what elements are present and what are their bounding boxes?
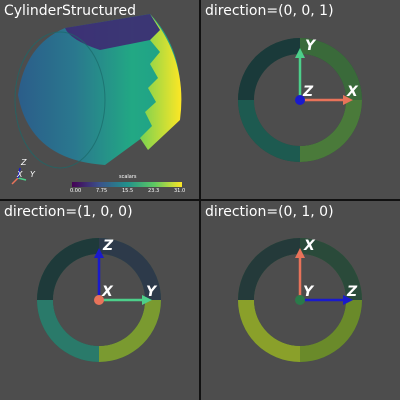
axis-center-label: Y: [303, 284, 315, 300]
pane-title: direction=(1, 0, 0): [4, 204, 133, 220]
axis-center-dot: [295, 95, 305, 105]
axis-up-arrow: [94, 248, 104, 258]
axis-up-arrow: [295, 248, 305, 258]
ring-segment: [238, 38, 300, 100]
ring-segment: [238, 100, 300, 162]
pane-direction-y[interactable]: X Z Y direction=(0, 1, 0): [201, 201, 400, 400]
pane-title: direction=(0, 1, 0): [205, 204, 334, 220]
scalar-bar-title: scalars: [119, 174, 137, 180]
pane-direction-z[interactable]: Y X Z direction=(0, 0, 1): [201, 0, 400, 199]
cylinder-render: [11, 14, 182, 187]
axis-right-label: X: [346, 84, 359, 100]
pane-title: direction=(0, 0, 1): [205, 3, 334, 19]
pane-cylinder-structured[interactable]: CylinderStructured scalars 0.00 7.75 15.…: [0, 0, 199, 199]
orient-label-x: X: [17, 170, 23, 179]
ring-segment: [300, 38, 362, 100]
ring-segment: [238, 238, 300, 300]
pane-title: CylinderStructured: [4, 3, 136, 19]
axis-up-label: Y: [305, 38, 317, 54]
scalar-bar-tick: 15.5: [122, 188, 134, 194]
scalar-bar-tick: 31.0: [174, 188, 186, 194]
scalar-bar: [72, 182, 182, 187]
scalar-bar-tick: 0.00: [70, 188, 82, 194]
axis-up-label: Z: [102, 238, 114, 254]
axis-right-arrow: [142, 295, 152, 305]
ring-segment: [300, 100, 362, 162]
ring-segment: [37, 300, 99, 362]
scalar-bar-tick: 7.75: [96, 188, 108, 194]
pane-direction-x[interactable]: Z Y X direction=(1, 0, 0): [0, 201, 199, 400]
orient-label-y: Y: [30, 170, 35, 179]
ring-render: Z Y X: [37, 238, 161, 362]
axis-center-dot: [94, 295, 104, 305]
axis-right-label: Z: [346, 284, 358, 300]
orient-label-z: Z: [21, 158, 27, 167]
orientation-widget: [11, 167, 27, 185]
cylinder-rim: [14, 31, 106, 169]
ring-render: Y X Z: [238, 38, 362, 162]
ring-segment: [238, 300, 300, 362]
axis-right-arrow: [343, 95, 353, 105]
axis-center-label: X: [101, 284, 114, 300]
ring-segment: [300, 300, 362, 362]
ring-segment: [37, 238, 99, 300]
ring-render: X Z Y: [238, 238, 362, 362]
horizontal-divider: [0, 199, 400, 201]
ring-segment: [99, 238, 161, 300]
cylinder-body: [18, 14, 181, 165]
axis-up-label: X: [303, 238, 316, 254]
axis-right-label: Y: [146, 284, 158, 300]
cylinder-yellow-strip: [140, 14, 182, 150]
ring-segment: [99, 300, 161, 362]
cylinder-top-band: [65, 14, 160, 50]
ring-segment: [300, 238, 362, 300]
scalar-bar-tick: 23.3: [148, 188, 160, 194]
axis-center-dot: [295, 295, 305, 305]
axis-right-arrow: [343, 295, 353, 305]
axis-up-arrow: [295, 48, 305, 58]
axis-center-label: Z: [302, 84, 314, 100]
